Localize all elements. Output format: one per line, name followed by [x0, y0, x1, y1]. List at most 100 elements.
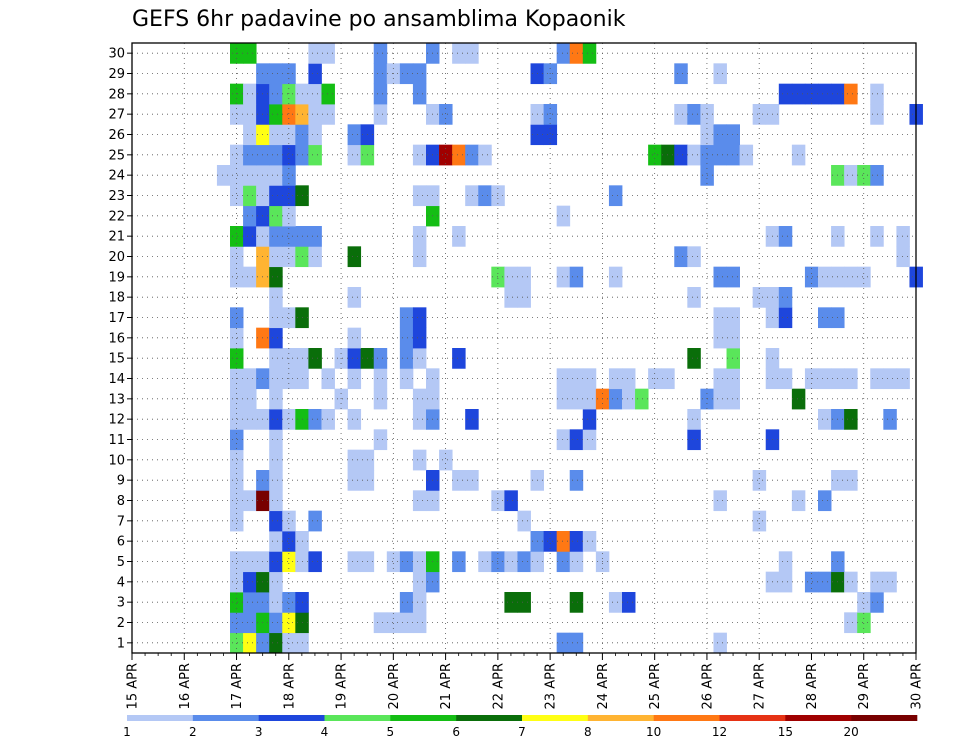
precip-cell: [282, 551, 296, 573]
precip-cell: [269, 327, 283, 349]
precip-cell: [269, 348, 283, 369]
precip-cell: [556, 388, 571, 410]
legend-label: 4: [321, 725, 329, 739]
precip-cell: [282, 124, 296, 146]
precip-cell: [282, 83, 296, 105]
precip-cell: [752, 510, 767, 532]
precip-cell: [308, 226, 322, 247]
precip-cell: [230, 551, 244, 573]
precip-cell: [818, 409, 832, 430]
precip-cell: [896, 226, 910, 247]
precip-cell: [243, 490, 257, 512]
precip-cell: [347, 287, 362, 308]
precip-cell: [517, 287, 531, 308]
precip-cell: [243, 205, 257, 227]
precip-cell: [491, 490, 505, 512]
y-tick-label: 21: [108, 230, 125, 245]
precip-cell: [243, 226, 257, 247]
precip-cell: [269, 429, 283, 451]
precip-cell: [608, 388, 623, 410]
precip-cell: [269, 612, 283, 634]
y-tick-label: 9: [117, 474, 125, 489]
precip-cell: [269, 592, 283, 613]
precip-cell: [282, 592, 296, 613]
precip-cell: [818, 368, 832, 390]
precip-cell: [412, 612, 427, 634]
chart-title: GEFS 6hr padavine po ansamblima Kopaonik: [132, 7, 626, 32]
precip-cell: [399, 368, 414, 390]
x-tick-label: 16 APR: [178, 663, 193, 709]
precip-cell: [243, 551, 257, 573]
y-axis: 1234567891011121314151617181920212223242…: [108, 47, 132, 651]
precip-cell: [791, 83, 806, 105]
y-tick-label: 2: [117, 616, 125, 631]
precip-cell: [857, 165, 871, 186]
precip-cell: [321, 104, 335, 125]
precip-cell: [269, 510, 283, 532]
x-tick-label: 25 APR: [648, 663, 663, 709]
precip-cell: [674, 63, 688, 85]
y-tick-label: 10: [108, 453, 125, 468]
precip-cell: [844, 571, 858, 593]
y-tick-label: 7: [117, 514, 125, 529]
precip-cell: [321, 83, 335, 105]
precip-cell: [504, 592, 518, 613]
precip-cell: [569, 531, 584, 552]
y-tick-label: 16: [108, 331, 125, 346]
precip-cell: [399, 307, 414, 329]
precip-cell: [582, 429, 597, 451]
precip-cell: [556, 632, 571, 654]
precip-cell: [243, 185, 257, 207]
x-tick-label: 21 APR: [439, 663, 454, 709]
precip-cell: [465, 144, 479, 166]
precip-cell: [465, 470, 479, 491]
legend-label: 6: [452, 725, 460, 739]
legend-swatch: [192, 715, 259, 721]
precip-cell: [308, 409, 322, 430]
precip-cell: [282, 104, 296, 125]
precip-cell: [687, 144, 701, 166]
precip-cell: [635, 388, 649, 410]
precip-cell: [308, 144, 322, 166]
precip-cell: [726, 144, 740, 166]
x-tick-label: 24 APR: [596, 663, 611, 709]
precip-cell: [412, 246, 427, 268]
precip-cell: [412, 83, 427, 105]
precip-cell: [844, 470, 858, 491]
x-tick-label: 15 APR: [126, 663, 141, 709]
precip-cell: [282, 409, 296, 430]
precip-cell: [230, 429, 244, 451]
precip-cell: [386, 612, 401, 634]
precip-cell: [674, 104, 688, 125]
precip-cell: [556, 368, 571, 390]
precip-cell: [216, 165, 231, 186]
precip-cell: [491, 551, 505, 573]
precip-cell: [622, 368, 636, 390]
precip-cell: [308, 83, 322, 105]
precip-cell: [399, 592, 414, 613]
precip-cell: [412, 449, 427, 471]
dotted-grid: [131, 43, 917, 653]
precip-cell: [243, 43, 257, 64]
precip-cell: [608, 266, 623, 288]
precip-cell: [230, 185, 244, 207]
precip-cell: [269, 531, 283, 552]
precip-cell: [230, 571, 244, 593]
legend-swatch: [851, 715, 918, 721]
precip-cell: [243, 144, 257, 166]
precip-cell: [556, 551, 571, 573]
precip-cell: [582, 531, 597, 552]
legend-swatch: [719, 715, 786, 721]
precip-cell: [687, 409, 701, 430]
precip-cell: [713, 388, 727, 410]
precip-cell: [347, 144, 362, 166]
precip-cell: [569, 43, 584, 64]
precip-cell: [713, 124, 727, 146]
y-tick-label: 3: [117, 596, 125, 611]
x-tick-label: 17 APR: [230, 663, 245, 709]
precip-cell: [230, 266, 244, 288]
precip-cell: [308, 63, 322, 85]
precip-cell: [896, 368, 910, 390]
y-tick-label: 4: [117, 575, 125, 590]
